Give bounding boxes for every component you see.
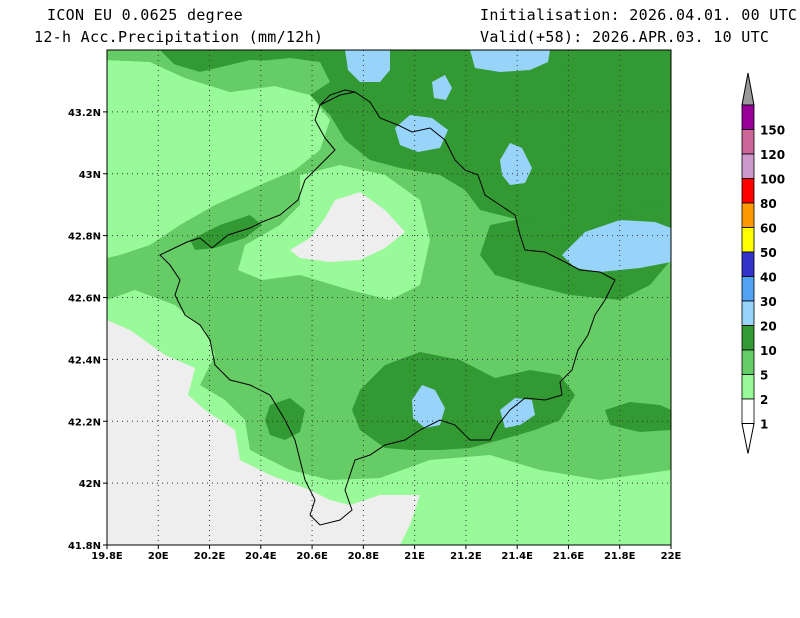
lon-tick-label: 21.8E (604, 551, 636, 562)
lat-tick-label: 42.2N (68, 417, 101, 428)
lat-tick-label: 41.8N (68, 541, 101, 552)
precip-10-20-n3 (432, 75, 452, 100)
lon-tick-labels: 19.8E 20E 20.2E 20.4E 20.6E 20.8E 21E 21.2E 21.4… (91, 545, 682, 562)
legend-swatch (741, 178, 755, 204)
legend-label: 10 (760, 344, 777, 358)
precip-5-10-north (107, 50, 671, 225)
legend-label: 30 (760, 295, 777, 309)
init-time: Initialisation: 2026.04.01. 00 UTC (480, 6, 798, 24)
precip-none-sw (107, 320, 420, 545)
precip-10-20-n4 (395, 115, 448, 152)
field-title: 12-h Acc.Precipitation (mm/12h) (34, 28, 324, 46)
lon-tick-label: 20.8E (348, 551, 380, 562)
legend-label: 150 (760, 124, 785, 138)
precip-none-center (290, 192, 405, 262)
legend-swatch (741, 276, 755, 302)
legend-label: 80 (760, 197, 777, 211)
lon-tick-label: 19.8E (91, 551, 123, 562)
legend-swatch (741, 325, 755, 351)
lat-tick-label: 43N (79, 170, 101, 181)
lat-tick-label: 42.8N (68, 232, 101, 243)
legend-swatch (741, 349, 755, 375)
legend-top-arrow (741, 72, 755, 106)
legend-label: 60 (760, 222, 777, 236)
legend-label: 50 (760, 246, 777, 260)
lon-tick-label: 21.4E (501, 551, 533, 562)
legend-swatch (741, 202, 755, 228)
precip-5-10-south (352, 352, 575, 450)
precip-5-10-e-spot (605, 402, 671, 432)
lon-tick-label: 21E (404, 551, 425, 562)
lat-tick-label: 42.4N (68, 355, 101, 366)
precip-field (107, 50, 671, 545)
precip-10-20-s2 (500, 398, 535, 428)
lon-tick-label: 20.4E (245, 551, 277, 562)
legend-swatch (741, 374, 755, 400)
legend-label: 20 (760, 320, 777, 334)
valid-time: Valid(+58): 2026.APR.03. 10 UTC (480, 28, 770, 46)
legend-swatch (741, 129, 755, 155)
legend-label: 5 (760, 369, 768, 383)
precip-10-20-e (562, 220, 671, 272)
lon-tick-label: 21.2E (450, 551, 482, 562)
lon-tick-label: 20.2E (194, 551, 226, 562)
lon-tick-label: 21.6E (553, 551, 585, 562)
lat-tick-label: 42N (79, 479, 101, 490)
precip-10-20-n5 (500, 143, 532, 185)
lat-tick-label: 42.6N (68, 294, 101, 305)
lon-tick-label: 20.6E (296, 551, 328, 562)
legend-swatch (741, 104, 755, 130)
lon-tick-label: 20E (148, 551, 169, 562)
color-legend: 1 2 5 10 20 30 40 50 60 80 100 120 150 (741, 72, 785, 454)
legend-label: 2 (760, 393, 768, 407)
lat-tick-label: 43.2N (68, 108, 101, 119)
grid-lines (107, 50, 671, 545)
legend-swatch (741, 227, 755, 253)
legend-swatch (741, 153, 755, 179)
legend-label: 1 (760, 418, 768, 432)
legend-label: 100 (760, 173, 785, 187)
precip-10-20-n1 (345, 50, 390, 82)
lat-tick-labels: 41.8N 42N 42.2N 42.4N 42.6N 42.8N 43N 43.2N (68, 108, 107, 552)
legend-label: 40 (760, 271, 777, 285)
legend-swatch (741, 398, 755, 424)
northern-border (319, 89, 356, 106)
precip-5-10-nw-spot (190, 215, 262, 250)
legend-bottom-arrow (741, 423, 755, 454)
legend-swatch (741, 300, 755, 326)
lon-tick-label: 22E (661, 551, 682, 562)
legend-swatch (741, 251, 755, 277)
legend-label: 120 (760, 148, 785, 162)
precip-10-20-s1 (412, 385, 445, 428)
precip-5-10-sw (265, 398, 305, 440)
model-title: ICON EU 0.0625 degree (47, 6, 243, 24)
precip-2-5-top-left (107, 50, 320, 95)
precip-10-20-n2 (470, 50, 550, 72)
precip-1-2-west (107, 60, 330, 258)
country-border (159, 91, 616, 526)
